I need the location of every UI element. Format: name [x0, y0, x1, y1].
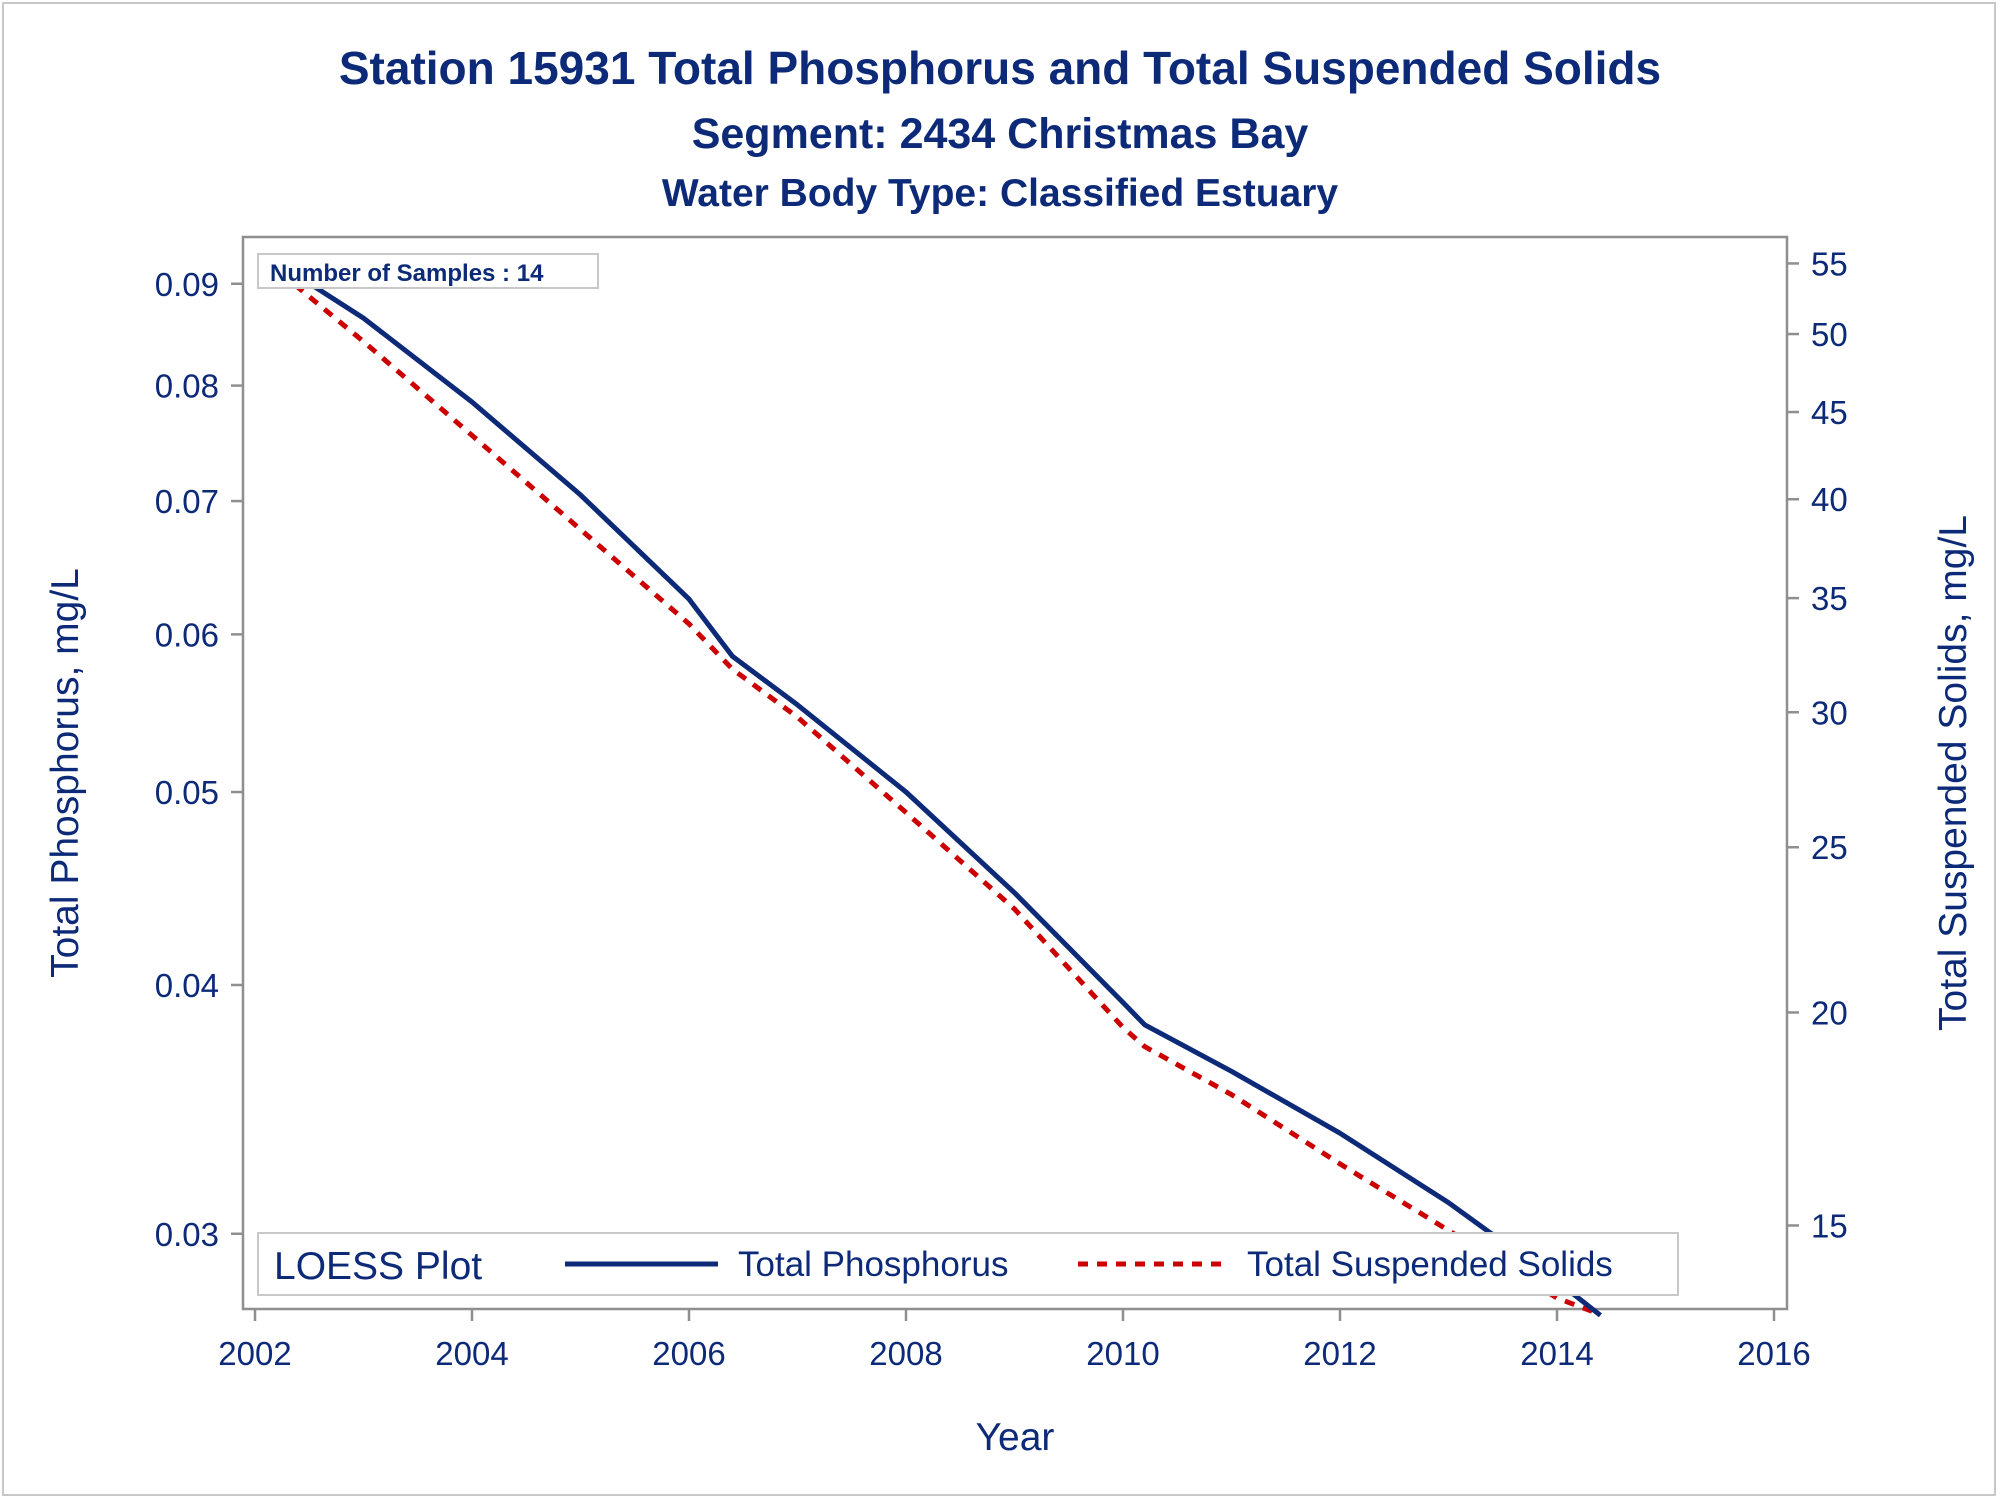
- x-tick-label: 2006: [652, 1335, 725, 1372]
- chart-subtitle-waterbody: Water Body Type: Classified Estuary: [662, 172, 1338, 215]
- y-tick-label: 0.09: [155, 266, 219, 303]
- legend-title: LOESS Plot: [274, 1245, 482, 1288]
- y-axis-right: 15 20 25 30 35 40 45 50 55: [1787, 245, 1848, 1244]
- series-line-tss: [264, 258, 1602, 1317]
- x-tick-label: 2016: [1737, 1335, 1810, 1372]
- y2-tick-label: 40: [1811, 481, 1848, 518]
- y2-tick-label: 35: [1811, 580, 1848, 617]
- y-tick-label: 0.07: [155, 483, 219, 520]
- y-tick-label: 0.04: [155, 967, 219, 1004]
- x-tick-label: 2004: [435, 1335, 508, 1372]
- plot-area: [241, 235, 1789, 1311]
- y2-tick-label: 20: [1811, 994, 1848, 1031]
- y2-tick-label: 55: [1811, 245, 1848, 282]
- chart-subtitle-segment: Segment: 2434 Christmas Bay: [692, 110, 1309, 158]
- x-tick-label: 2008: [869, 1335, 942, 1372]
- y-tick-label: 0.08: [155, 368, 219, 405]
- legend-label-phosphorus: Total Phosphorus: [738, 1245, 1008, 1284]
- sample-count-inset: Number of Samples : 14: [257, 253, 599, 289]
- y-axis-left: 0.03 0.04 0.05 0.06 0.07 0.08 0.09: [155, 266, 243, 1253]
- series-layer: [264, 253, 1602, 1318]
- x-axis: 2002 2004 2006 2008 2010 2012 2014 2016: [218, 1309, 1811, 1372]
- legend-label-tss: Total Suspended Solids: [1247, 1245, 1613, 1284]
- y-axis-left-label: Total Phosphorus, mg/L: [44, 568, 87, 978]
- y-tick-label: 0.03: [155, 1216, 219, 1253]
- legend: LOESS Plot Total Phosphorus Total Suspen…: [257, 1232, 1679, 1296]
- y-tick-label: 0.05: [155, 774, 219, 811]
- y2-tick-label: 15: [1811, 1207, 1848, 1244]
- x-tick-label: 2002: [218, 1335, 291, 1372]
- y2-tick-label: 45: [1811, 394, 1848, 431]
- y2-tick-label: 25: [1811, 829, 1848, 866]
- y2-tick-label: 50: [1811, 316, 1848, 353]
- x-tick-label: 2010: [1086, 1335, 1159, 1372]
- y2-tick-label: 30: [1811, 694, 1848, 731]
- y-axis-right-label: Total Suspended Solids, mg/L: [1932, 515, 1975, 1031]
- x-tick-label: 2012: [1303, 1335, 1376, 1372]
- sample-count-text: Number of Samples : 14: [270, 260, 544, 287]
- x-axis-label: Year: [976, 1416, 1055, 1459]
- legend-box: [257, 1232, 1679, 1296]
- y-tick-label: 0.06: [155, 616, 219, 653]
- chart-title: Station 15931 Total Phosphorus and Total…: [339, 42, 1661, 94]
- series-line-phosphorus: [264, 253, 1602, 1318]
- x-tick-label: 2014: [1520, 1335, 1593, 1372]
